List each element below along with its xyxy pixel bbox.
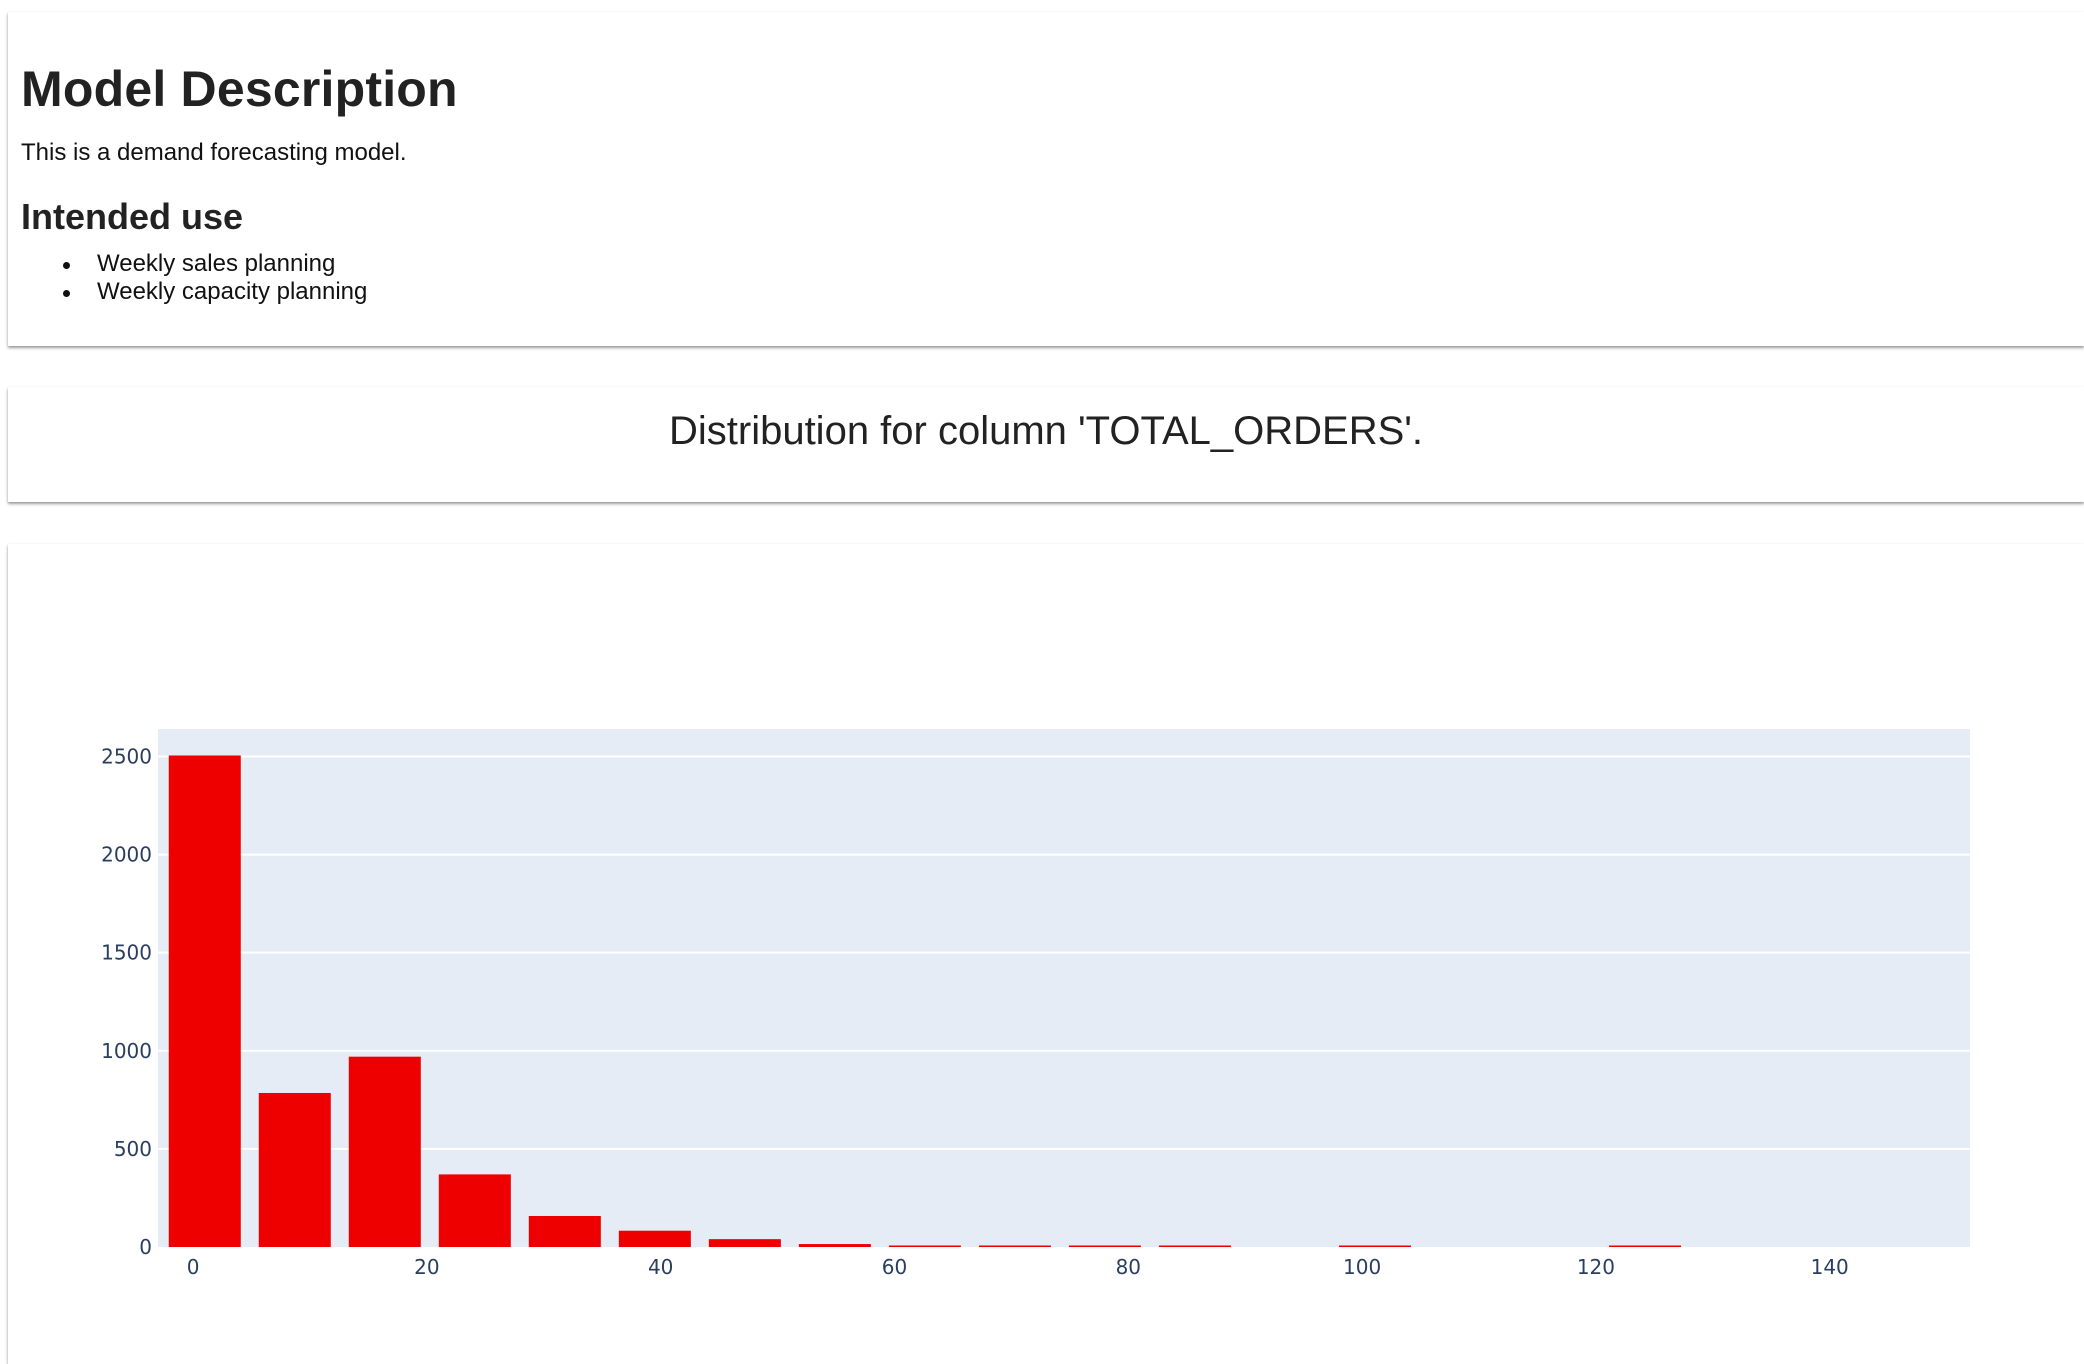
histogram-bar[interactable]	[438, 1174, 511, 1247]
y-tick-label: 1000	[101, 1039, 152, 1063]
x-tick-label: 60	[882, 1255, 907, 1279]
bullet-icon	[63, 262, 70, 269]
bars	[168, 755, 1682, 1248]
histogram-bar[interactable]	[978, 1245, 1051, 1248]
histogram-chart[interactable]: 0 500 1000 1500 2000 2500 0 20 40 60 80 100 120 140	[8, 544, 2084, 1342]
y-tick-label: 1500	[101, 941, 152, 965]
x-tick-label: 120	[1577, 1255, 1615, 1279]
x-tick-label: 40	[648, 1255, 673, 1279]
page-title: Model Description	[21, 61, 458, 117]
x-axis-ticks: 0 20 40 60 80 100 120 140	[187, 1255, 1849, 1279]
histogram-bar[interactable]	[1068, 1245, 1141, 1248]
model-description-text: This is a demand forecasting model.	[21, 139, 407, 166]
list-item: Weekly capacity planning	[21, 278, 367, 306]
y-tick-label: 2500	[101, 744, 152, 768]
list-item-label: Weekly capacity planning	[97, 278, 368, 305]
histogram-bar[interactable]	[348, 1056, 421, 1247]
list-item-label: Weekly sales planning	[97, 250, 336, 277]
histogram-bar[interactable]	[798, 1244, 871, 1247]
model-description-card: Model Description This is a demand forec…	[8, 12, 2084, 346]
x-tick-label: 80	[1116, 1255, 1141, 1279]
chart-card: 0 500 1000 1500 2000 2500 0 20 40 60 80 100 120 140	[8, 544, 2084, 1364]
gridlines	[158, 755, 1970, 1150]
bullet-icon	[63, 290, 70, 297]
y-tick-label: 0	[139, 1235, 152, 1259]
histogram-bar[interactable]	[1609, 1245, 1682, 1248]
histogram-bar[interactable]	[708, 1239, 781, 1247]
histogram-bar[interactable]	[1338, 1245, 1411, 1248]
list-item: Weekly sales planning	[21, 250, 367, 278]
x-tick-label: 100	[1343, 1255, 1381, 1279]
y-tick-label: 2000	[101, 843, 152, 867]
intended-use-heading: Intended use	[21, 196, 244, 237]
plot-background	[158, 729, 1970, 1247]
distribution-title-card: Distribution for column 'TOTAL_ORDERS'.	[8, 387, 2084, 502]
x-tick-label: 0	[187, 1255, 200, 1279]
histogram-bar[interactable]	[528, 1215, 601, 1247]
y-axis-ticks: 0 500 1000 1500 2000 2500	[101, 744, 152, 1259]
intended-use-list: Weekly sales planning Weekly capacity pl…	[21, 250, 367, 306]
y-tick-label: 500	[114, 1137, 152, 1161]
histogram-bar[interactable]	[258, 1092, 331, 1247]
x-tick-label: 140	[1811, 1255, 1849, 1279]
section-title: Distribution for column 'TOTAL_ORDERS'.	[668, 409, 1424, 453]
x-tick-label: 20	[414, 1255, 439, 1279]
histogram-bar[interactable]	[888, 1245, 961, 1248]
histogram-bar[interactable]	[618, 1230, 691, 1247]
histogram-bar[interactable]	[168, 755, 241, 1247]
histogram-bar[interactable]	[1158, 1245, 1231, 1248]
